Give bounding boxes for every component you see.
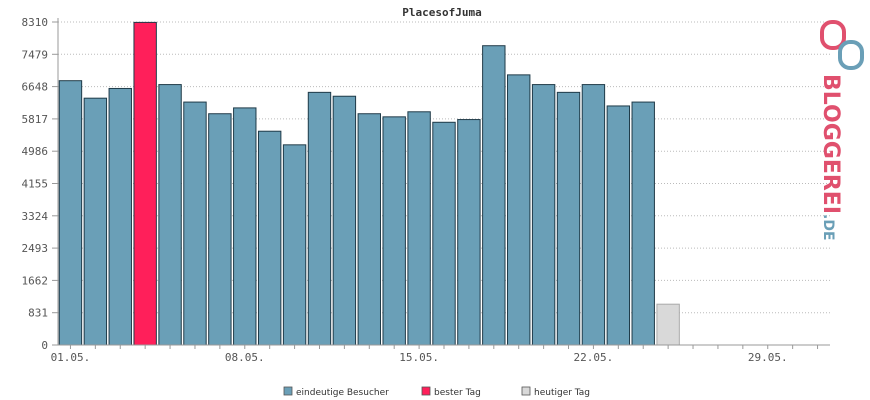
bloggerei-logo: BLOGGEREI.DE xyxy=(818,20,864,241)
bar xyxy=(307,91,332,346)
bar xyxy=(208,113,232,346)
bar xyxy=(108,87,132,346)
bar xyxy=(83,97,108,346)
bar xyxy=(531,84,556,346)
y-tick-label: 3324 xyxy=(22,210,49,223)
x-tick-label: 08.05. xyxy=(225,351,265,364)
bar xyxy=(357,113,381,346)
bar xyxy=(332,95,357,346)
bar-today xyxy=(656,303,680,346)
legend-item: heutiger Tag xyxy=(521,386,590,398)
y-tick-label: 7479 xyxy=(22,48,49,61)
bar xyxy=(183,101,207,346)
bar xyxy=(606,105,631,346)
legend-item: eindeutige Besucher xyxy=(283,386,389,398)
y-tick-label: 6648 xyxy=(22,81,49,94)
legend-item: bester Tag xyxy=(421,386,481,398)
bar xyxy=(282,144,307,346)
bar xyxy=(58,80,83,346)
legend-label: bester Tag xyxy=(434,388,481,398)
bar xyxy=(482,45,506,346)
bars xyxy=(58,21,680,346)
y-tick-label: 4155 xyxy=(22,178,49,191)
bar xyxy=(457,119,481,346)
bar xyxy=(432,121,456,346)
logo-mark-left xyxy=(820,20,846,50)
logo-mark-right xyxy=(838,40,864,70)
y-tick-label: 5817 xyxy=(22,113,49,126)
y-tick-label: 0 xyxy=(41,339,48,352)
bar xyxy=(233,107,257,346)
legend-swatch xyxy=(421,386,431,396)
legend-swatch xyxy=(521,386,531,396)
x-axis: 01.05. 08.05. 15.05. 22.05. 29.05. xyxy=(51,344,830,364)
bar xyxy=(556,91,581,346)
legend-label: heutiger Tag xyxy=(534,388,590,398)
y-tick-label: 2493 xyxy=(22,242,49,255)
x-tick-label: 01.05. xyxy=(51,351,91,364)
y-tick-label: 1662 xyxy=(22,274,49,287)
legend-swatch xyxy=(283,386,293,396)
y-tick-label: 8310 xyxy=(22,16,49,29)
x-tick-label: 22.05. xyxy=(574,351,614,364)
x-tick-label: 15.05. xyxy=(399,351,439,364)
bar xyxy=(257,130,282,346)
legend-label: eindeutige Besucher xyxy=(296,388,389,398)
y-tick-label: 4986 xyxy=(22,145,49,158)
bar xyxy=(507,74,531,346)
chart-title: PlacesofJuma xyxy=(402,6,481,19)
logo-text: BLOGGEREI.DE xyxy=(818,74,843,241)
x-tick-label: 29.05. xyxy=(748,351,788,364)
y-tick-label: 831 xyxy=(28,307,48,320)
bar xyxy=(158,84,182,346)
legend: eindeutige Besucher bester Tag heutiger Ta… xyxy=(283,386,590,398)
bar-best-day xyxy=(133,21,157,346)
bar xyxy=(581,84,606,346)
bar xyxy=(407,111,431,346)
y-axis: 0 831 1662 2493 3324 4155 4986 5817 6648 7479 8310 xyxy=(22,16,59,352)
bar xyxy=(382,116,406,346)
bar xyxy=(631,101,655,346)
